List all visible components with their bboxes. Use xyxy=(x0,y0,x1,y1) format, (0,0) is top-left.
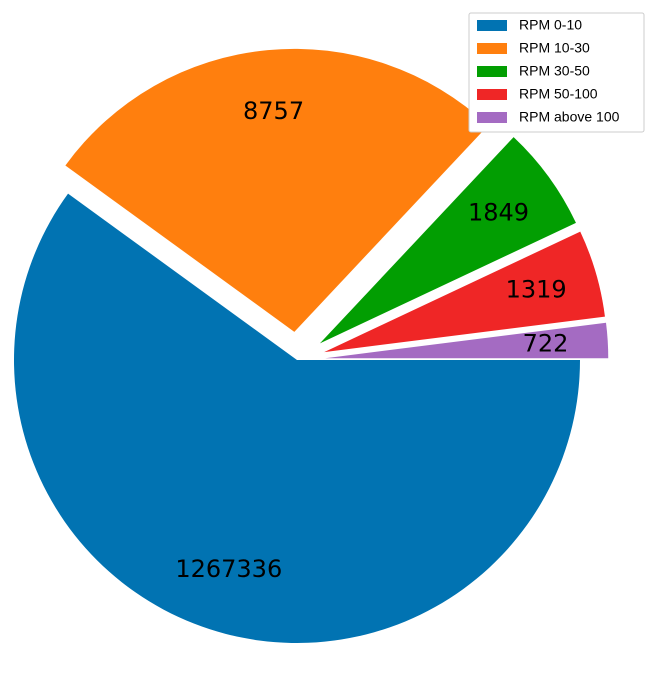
legend: RPM 0-10 RPM 10-30 RPM 30-50 RPM 50-100 RPM … xyxy=(468,12,645,133)
pie-slice xyxy=(13,193,581,643)
pie-slice xyxy=(319,137,576,344)
legend-label: RPM 0-10 xyxy=(519,17,582,33)
pie-slice xyxy=(324,231,605,353)
legend-swatch xyxy=(477,20,507,31)
slice-label: 1849 xyxy=(468,199,529,227)
legend-label: RPM above 100 xyxy=(519,109,620,125)
legend-label: RPM 50-100 xyxy=(519,86,598,102)
legend-label: RPM 10-30 xyxy=(519,40,590,56)
pie-slice xyxy=(325,322,609,359)
legend-swatch xyxy=(477,89,507,100)
slice-label: 1319 xyxy=(506,276,567,304)
legend-swatch xyxy=(477,66,507,77)
legend-swatch xyxy=(477,112,507,123)
slice-label: 722 xyxy=(523,329,569,357)
legend-swatch xyxy=(477,43,507,54)
slice-label: 1267336 xyxy=(175,555,282,583)
legend-box xyxy=(468,12,645,133)
slice-label: 8757 xyxy=(243,97,304,125)
legend-label: RPM 30-50 xyxy=(519,63,590,79)
pie-slice xyxy=(65,48,489,332)
